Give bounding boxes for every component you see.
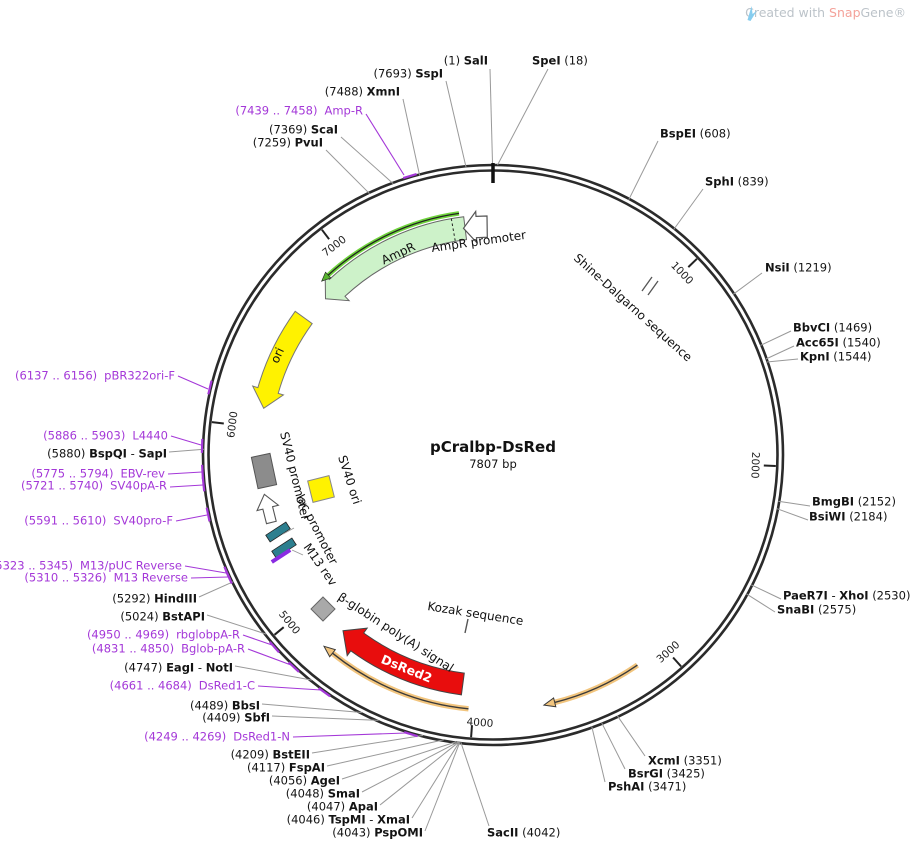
primer-label-m13-reverse: (5310 .. 5326) M13 Reverse (24, 570, 188, 585)
scale-tick-labels: 1000 2000 3000 4000 5000 6000 7000 (225, 234, 761, 730)
m13-rev-primer-bar (270, 548, 292, 564)
site-label-snabi: SnaBI (2575) (777, 602, 857, 617)
site-label-bspqi-sapi: (5880) BspQI - SapI (47, 446, 167, 461)
primer-label-sv40pro-f: (5591 .. 5610) SV40pro-F (24, 513, 173, 528)
site-label-fspai: (4117) FspAI (246, 760, 325, 775)
site-label-apai: (4047) ApaI (306, 799, 378, 814)
tan-arrow-right (542, 662, 639, 708)
sv40-promoter-white-arrow (256, 493, 280, 525)
site-label-sbfi: (4409) SbfI (202, 710, 270, 725)
primer-label-m13-puc-reverse: (5323 .. 5345)M13/pUC Reverse (0, 558, 182, 573)
ampr-primer-region-dash (450, 218, 456, 242)
bglobin-polya-diamond (310, 596, 336, 622)
tan-arrow-left (322, 645, 469, 712)
site-label-nsii: NsiI (1219) (765, 260, 832, 275)
site-label-sacii: SacII (4042) (487, 825, 561, 840)
tick-label-2000: 2000 (748, 452, 761, 479)
ampr-gene-line (321, 211, 460, 282)
lac-promoter-bars (265, 521, 304, 564)
sv40-ori-label: SV40 ori (335, 454, 364, 506)
primer-label-amp-r: (7439 .. 7458) Amp-R (235, 103, 363, 118)
site-label-spei: SpeI (18) (532, 53, 588, 68)
enzyme-callout-lines (168, 68, 811, 832)
primer-label-dsred1-n: (4249 .. 4269) DsRed1-N (144, 729, 290, 744)
site-label-bmgbi: BmgBI (2152) (812, 494, 896, 509)
site-label-bstapi: (5024) BstAPI (120, 609, 205, 624)
ori-label: ori (268, 345, 287, 365)
site-label-hindiii: (5292) HindIII (112, 591, 197, 606)
ampr-feature-arrow (324, 216, 468, 302)
site-label-smai: (4048) SmaI (285, 786, 360, 801)
scale-ticks (211, 229, 776, 738)
tick-label-5000: 5000 (276, 609, 302, 637)
site-label-sali: (1) SalI (443, 53, 488, 68)
sv40-ori-block (307, 475, 335, 503)
tick-label-3000: 3000 (655, 639, 683, 666)
site-label-scai: (7369) ScaI (268, 122, 338, 137)
plasmid-backbone-ring (201, 163, 785, 747)
snapgene-watermark: Created with SnapGene® (745, 5, 906, 21)
site-label-kpni: KpnI (1544) (800, 349, 872, 364)
kozak-mark (464, 618, 469, 634)
site-label-agei: (4056) AgeI (268, 773, 340, 788)
ampr-promoter-arrow (462, 209, 488, 245)
ori-feature-arrow (251, 310, 313, 410)
site-label-bbvci: BbvCI (1469) (793, 320, 873, 335)
primer-label-pbr322ori-f: (6137 .. 6156) pBR322ori-F (15, 368, 175, 383)
tick-label-4000: 4000 (466, 716, 494, 730)
plasmid-size: 7807 bp (469, 457, 517, 471)
plasmid-name: pCralbp-DsRed (430, 438, 556, 456)
site-label-bbsi: (4489) BbsI (189, 698, 260, 713)
snapgene-logo-icon (747, 6, 758, 21)
site-label-xmni: (7488) XmnI (324, 84, 400, 99)
site-label-bsrgi: BsrGI (3425) (628, 766, 705, 781)
site-label-tspmi-xmai: (4046) TspMI - XmaI (286, 812, 410, 827)
site-label-pspomi: (4043) PspOMI (332, 825, 423, 840)
site-label-eagi-noti: (4747) EagI - NotI (124, 660, 233, 675)
tick-label-7000: 7000 (320, 234, 349, 260)
site-label-acc65i: Acc65I (1540) (796, 335, 881, 350)
site-label-pshai: PshAI (3471) (608, 779, 687, 794)
site-label-sphi: SphI (839) (705, 174, 769, 189)
site-label-paer7i-xhoi: PaeR7I - XhoI (2530) (783, 588, 911, 603)
tick-label-6000: 6000 (225, 411, 240, 439)
watermark-text: Created with SnapGene® (745, 5, 906, 20)
primer-label-sv40pa-r: (5721 .. 5740) SV40pA-R (21, 478, 167, 493)
site-label-bspei: BspEI (608) (660, 126, 731, 141)
site-label-sspi: (7693) SspI (373, 66, 443, 81)
site-label-bsteii: (4209) BstEII (230, 747, 310, 762)
site-label-xcmi: XcmI (3351) (648, 753, 722, 768)
site-label-pvui: (7259) PvuI (252, 135, 323, 150)
primer-label-l4440: (5886 .. 5903) L4440 (43, 428, 168, 443)
dsred2-feature-arrow (342, 627, 465, 696)
primer-label-rbglobpa-r: (4950 .. 4969) rbglobpA-R (86, 627, 240, 642)
primer-label-dsred1-c: (4661 .. 4684) DsRed1-C (109, 678, 255, 693)
kozak-label: Kozak sequence (427, 599, 525, 628)
plasmid-title: pCralbp-DsRed 7807 bp (430, 438, 556, 471)
shine-dalgarno-mark (641, 276, 659, 296)
sv40-promoter-block (250, 452, 278, 490)
site-label-bsiwi: BsiWI (2184) (809, 509, 888, 524)
primer-callouts (167, 113, 418, 738)
primer-label-bglob-pa-r: (4831 .. 4850) Bglob-pA-R (91, 641, 245, 656)
primer-label-ebv-rev: (5775 .. 5794) EBV-rev (31, 466, 165, 481)
